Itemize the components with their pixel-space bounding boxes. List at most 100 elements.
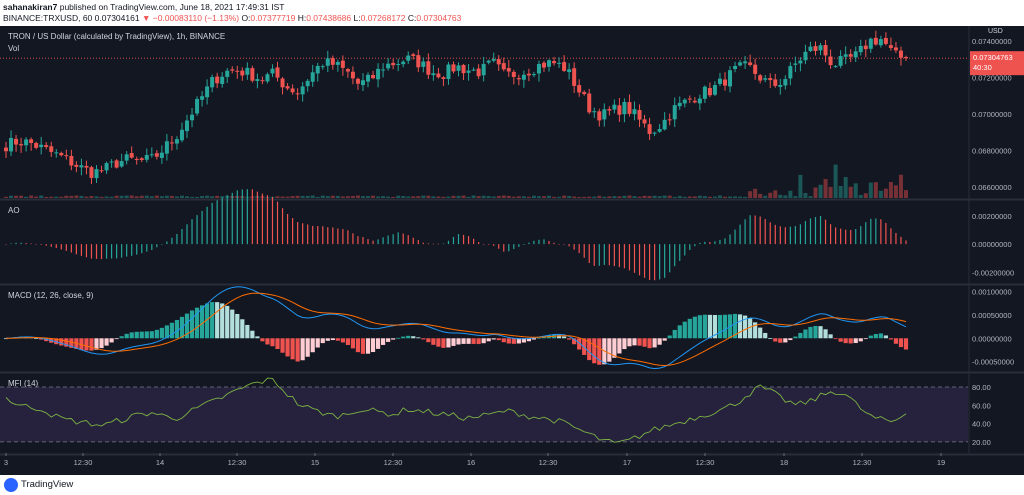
candle-body[interactable] [878,39,883,46]
candle-body[interactable] [9,137,14,152]
candle-body[interactable] [44,145,49,147]
candle-body[interactable] [692,100,697,103]
candle-body[interactable] [496,59,501,65]
candle-body[interactable] [597,111,602,121]
candle-body[interactable] [753,64,758,74]
candle-body[interactable] [134,158,139,160]
candle-body[interactable] [733,65,738,70]
candle-body[interactable] [687,98,692,100]
candle-body[interactable] [888,45,893,48]
candle-body[interactable] [682,99,687,104]
candle-body[interactable] [39,144,44,148]
candle-body[interactable] [717,78,722,84]
candle-body[interactable] [677,102,682,107]
candle-body[interactable] [768,78,773,81]
tradingview-logo-icon[interactable] [4,478,18,492]
candle-body[interactable] [637,110,642,120]
candle-body[interactable] [260,80,265,82]
candle-body[interactable] [220,76,225,84]
candle-body[interactable] [582,92,587,95]
candle-body[interactable] [838,56,843,66]
candle-body[interactable] [210,77,215,88]
candle-body[interactable] [265,74,270,82]
candle-body[interactable] [557,62,562,64]
candle-body[interactable] [536,64,541,74]
candle-body[interactable] [275,67,280,78]
candle-body[interactable] [521,74,526,80]
candle-body[interactable] [19,144,24,146]
candle-body[interactable] [481,63,486,76]
candle-body[interactable] [24,139,29,146]
candle-body[interactable] [411,54,416,56]
candle-body[interactable] [898,50,903,58]
candle-body[interactable] [828,56,833,66]
candle-body[interactable] [190,114,195,121]
candle-body[interactable] [491,58,496,61]
chart-canvas[interactable]: 0.07400000 0.07200000 0.07000000 0.06800000… [0,26,1024,475]
candle-body[interactable] [381,69,386,71]
candle-body[interactable] [360,80,365,86]
candle-body[interactable] [330,58,335,65]
candle-body[interactable] [235,70,240,72]
candle-body[interactable] [868,38,873,49]
candle-body[interactable] [788,66,793,79]
candle-body[interactable] [391,62,396,66]
candle-body[interactable] [531,74,536,76]
candle-body[interactable] [230,69,235,71]
candle-body[interactable] [325,58,330,66]
candle-body[interactable] [853,51,858,58]
candle-body[interactable] [431,73,436,76]
candle-body[interactable] [64,155,69,157]
candle-body[interactable] [904,56,908,59]
candle-body[interactable] [602,109,607,120]
candle-body[interactable] [310,72,315,82]
candle-body[interactable] [547,60,552,67]
candle-body[interactable] [743,61,748,64]
candle-body[interactable] [577,85,582,93]
candle-body[interactable] [59,152,64,156]
candle-body[interactable] [632,109,637,115]
candle-body[interactable] [280,78,285,88]
candle-body[interactable] [858,45,863,53]
candle-body[interactable] [567,69,572,72]
candle-body[interactable] [627,102,632,114]
candle-body[interactable] [662,119,667,130]
candle-body[interactable] [446,64,451,80]
candle-body[interactable] [185,120,190,132]
candle-body[interactable] [290,88,295,93]
candle-body[interactable] [255,79,260,81]
candle-body[interactable] [215,76,220,84]
candle-body[interactable] [511,71,516,77]
candle-body[interactable] [119,161,124,167]
candle-body[interactable] [526,73,531,76]
candle-body[interactable] [124,154,129,161]
candle-body[interactable] [335,61,340,65]
candle-body[interactable] [833,66,838,68]
candle-body[interactable] [456,65,461,71]
candle-body[interactable] [149,154,154,156]
candle-body[interactable] [174,139,179,144]
candle-body[interactable] [164,141,169,154]
candle-body[interactable] [139,158,144,161]
candle-body[interactable] [893,47,898,51]
candle-body[interactable] [793,63,798,65]
candle-body[interactable] [99,170,104,172]
candle-body[interactable] [54,152,59,154]
candle-body[interactable] [179,129,184,141]
candle-body[interactable] [863,45,868,50]
candle-body[interactable] [657,129,662,132]
candle-body[interactable] [642,119,647,124]
candle-body[interactable] [79,165,84,168]
candle-body[interactable] [848,54,853,57]
candle-body[interactable] [436,73,441,78]
candle-body[interactable] [300,86,305,95]
candle-body[interactable] [562,62,567,71]
candle-body[interactable] [426,61,431,75]
candle-body[interactable] [406,55,411,61]
candle-body[interactable] [421,61,426,67]
candle-body[interactable] [712,85,717,95]
candle-body[interactable] [783,79,788,86]
candle-body[interactable] [607,109,612,111]
candle-body[interactable] [195,98,200,114]
candle-body[interactable] [441,77,446,79]
